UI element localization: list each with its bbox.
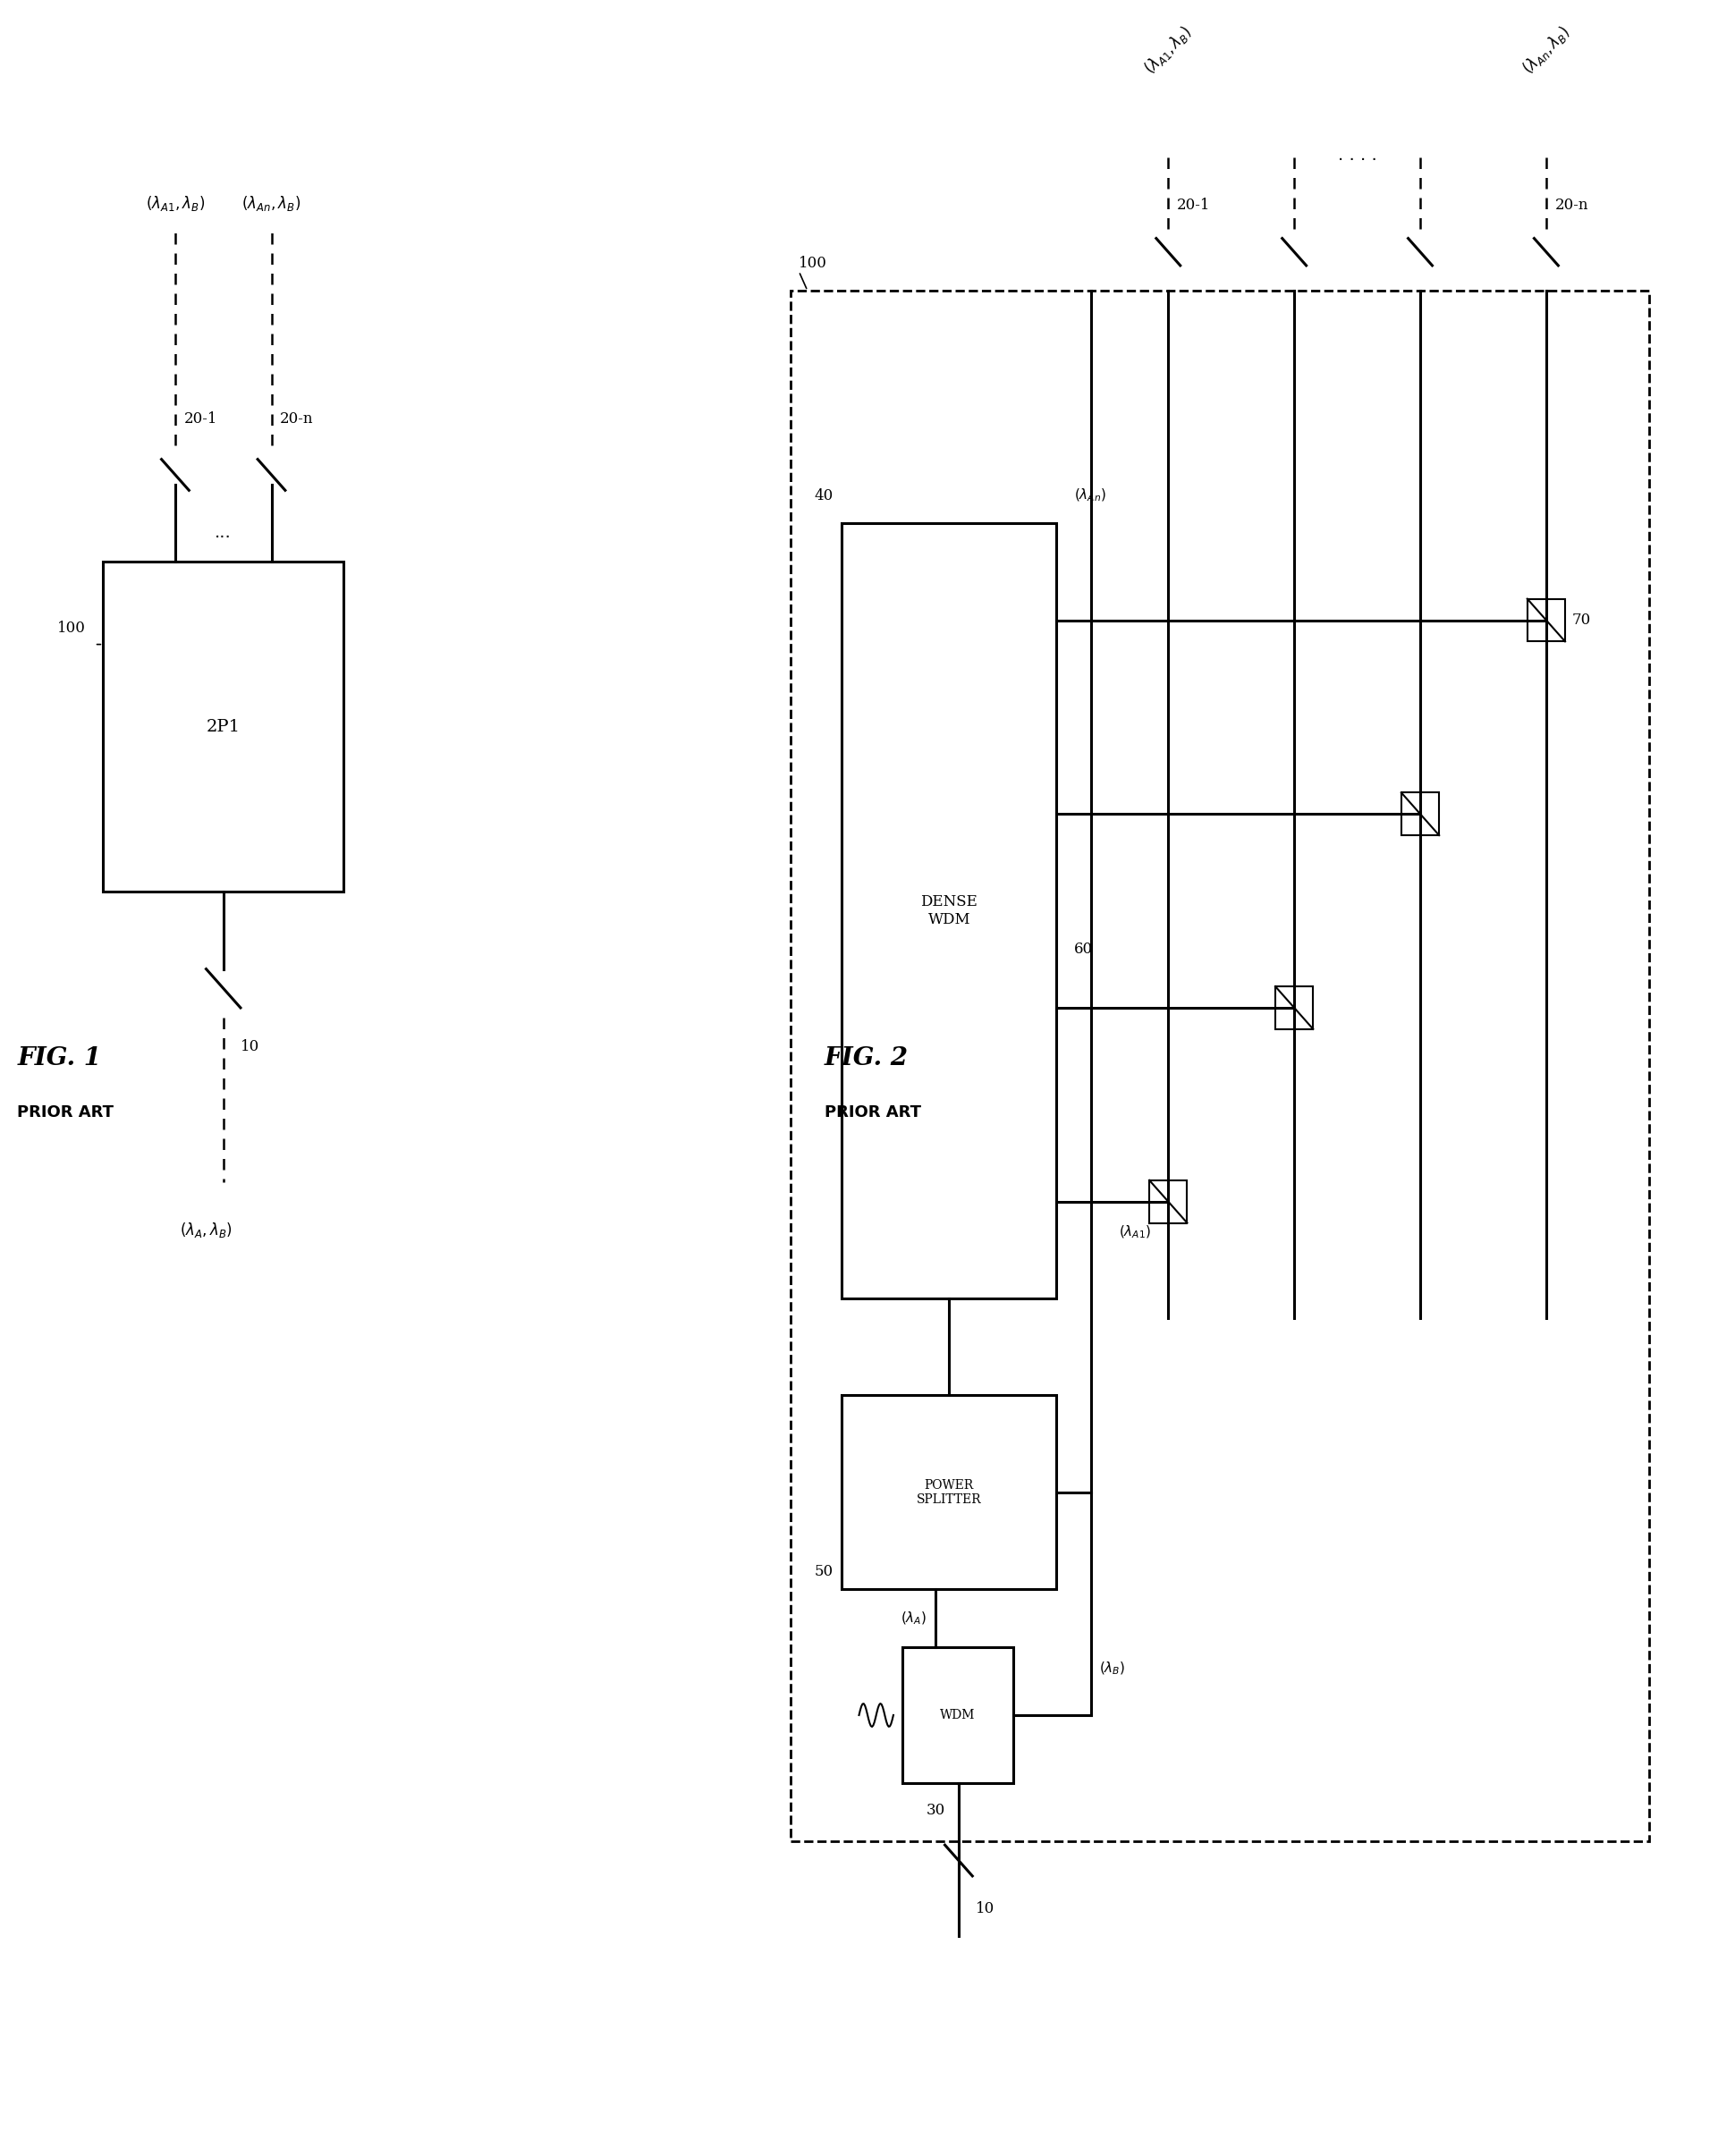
Text: 100: 100 — [57, 621, 86, 636]
Bar — [1402, 793, 1440, 834]
Text: $(\lambda_{An})$: $(\lambda_{An})$ — [1074, 487, 1106, 505]
Text: $(\lambda_{A1})$: $(\lambda_{A1})$ — [1118, 1225, 1151, 1240]
Text: POWER
SPLITTER: POWER SPLITTER — [917, 1479, 981, 1505]
Text: $(\lambda_{An}, \lambda_B)$: $(\lambda_{An}, \lambda_B)$ — [242, 194, 301, 213]
Text: FIG. 1: FIG. 1 — [17, 1046, 101, 1072]
Text: 50: 50 — [814, 1565, 833, 1580]
Text: 60: 60 — [1074, 942, 1093, 957]
Text: 10: 10 — [241, 1039, 259, 1054]
Bar — [1527, 599, 1565, 642]
Text: $(\lambda_B)$: $(\lambda_B)$ — [1100, 1660, 1125, 1677]
Text: FIG. 2: FIG. 2 — [825, 1046, 909, 1072]
Text: 100: 100 — [799, 257, 828, 272]
Bar — [842, 524, 1057, 1298]
Text: DENSE
WDM: DENSE WDM — [921, 895, 978, 927]
Text: $(\lambda_{A1}, \lambda_B)$: $(\lambda_{A1}, \lambda_B)$ — [1141, 22, 1196, 78]
Bar — [902, 1647, 1014, 1783]
Bar — [1275, 987, 1313, 1028]
Text: 20-1: 20-1 — [1177, 198, 1211, 213]
Text: PRIOR ART: PRIOR ART — [825, 1104, 921, 1121]
Text: 10: 10 — [976, 1902, 995, 1917]
Bar — [790, 291, 1649, 1841]
Text: 20-n: 20-n — [280, 412, 314, 427]
Text: PRIOR ART: PRIOR ART — [17, 1104, 113, 1121]
Text: 20-n: 20-n — [1555, 198, 1589, 213]
Text: 2P1: 2P1 — [206, 718, 241, 735]
Text: $(\lambda_A, \lambda_B)$: $(\lambda_A, \lambda_B)$ — [180, 1220, 232, 1240]
Text: $(\lambda_A)$: $(\lambda_A)$ — [900, 1611, 928, 1626]
Text: . . . .: . . . . — [1338, 147, 1376, 164]
Text: 20-1: 20-1 — [184, 412, 218, 427]
Text: 70: 70 — [1572, 612, 1591, 627]
Bar — [842, 1395, 1057, 1589]
Text: 40: 40 — [814, 489, 833, 505]
Text: $(\lambda_{An}, \lambda_B)$: $(\lambda_{An}, \lambda_B)$ — [1519, 22, 1574, 78]
Bar — [1149, 1179, 1187, 1222]
Text: $(\lambda_{A1}, \lambda_B)$: $(\lambda_{A1}, \lambda_B)$ — [146, 194, 204, 213]
Bar — [103, 563, 344, 890]
Text: 30: 30 — [926, 1802, 945, 1818]
Text: WDM: WDM — [940, 1710, 976, 1720]
Text: ...: ... — [215, 524, 232, 541]
